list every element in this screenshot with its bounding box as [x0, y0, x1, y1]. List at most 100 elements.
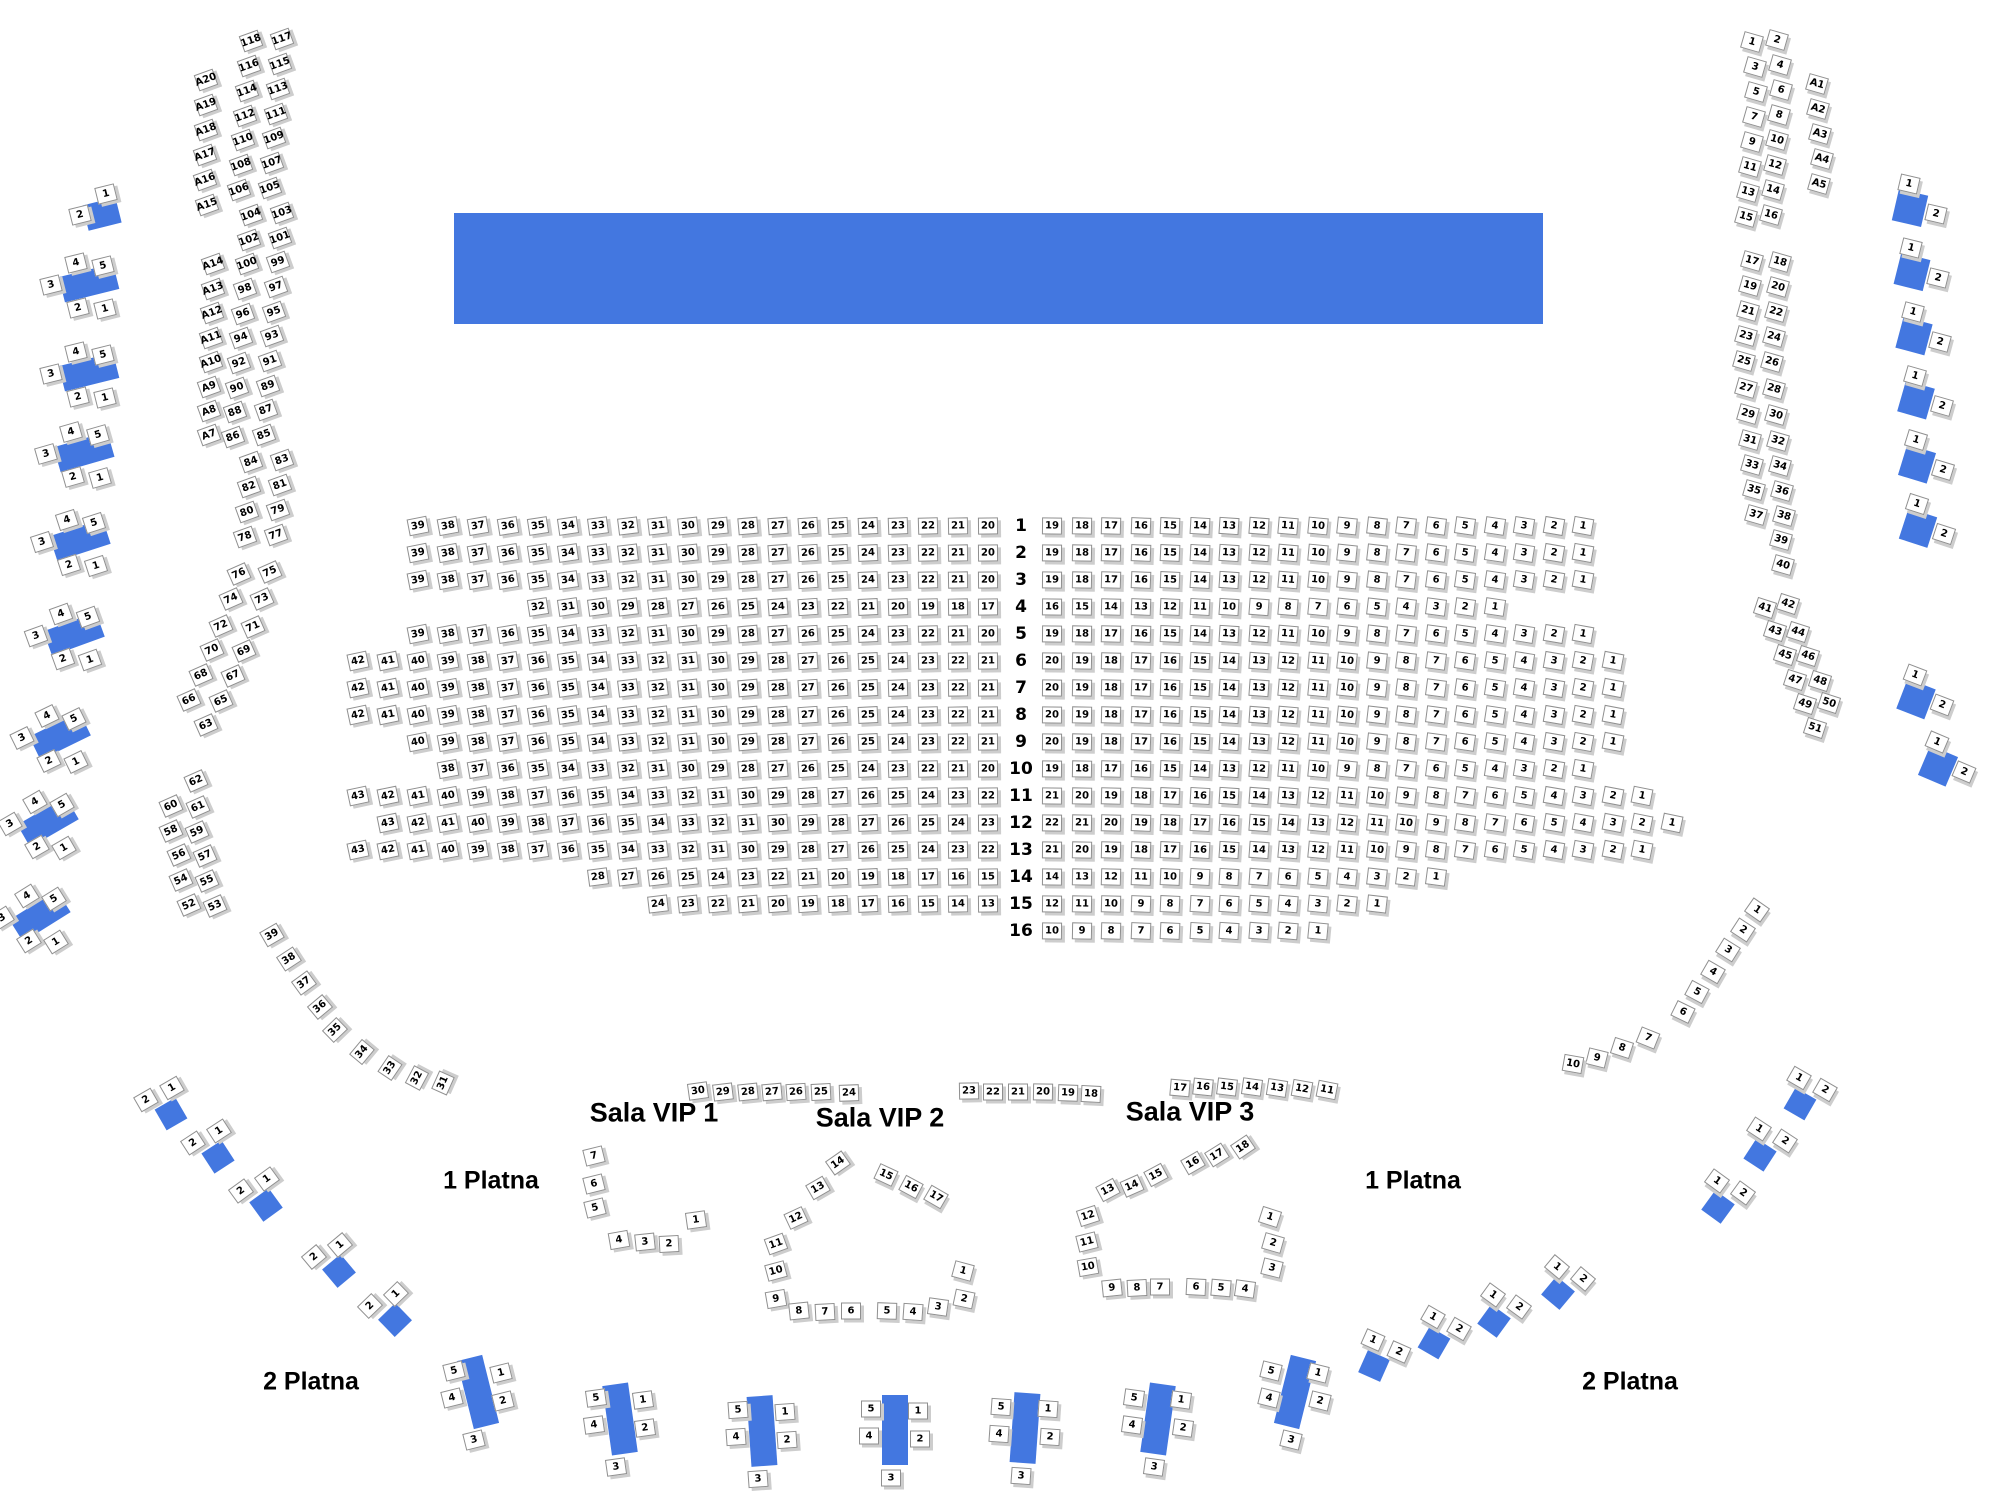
parter-seat-row12[interactable]: 25 [917, 814, 939, 832]
parter-seat-row7[interactable]: 24 [887, 679, 909, 697]
parter-seat-row4[interactable]: 9 [1247, 597, 1270, 617]
parter-seat-row6[interactable]: 37 [496, 650, 520, 672]
parter-seat-row2[interactable]: 33 [586, 543, 610, 563]
bottom-loge[interactable] [746, 1395, 778, 1467]
parter-seat-row13[interactable]: 15 [1218, 840, 1240, 860]
left-lower-seat[interactable]: 62 [183, 769, 209, 793]
parter-seat-row10[interactable]: 35 [526, 759, 550, 779]
balcony-top-arc-seat[interactable]: 14 [1240, 1077, 1264, 1097]
parter-seat-row8[interactable]: 10 [1336, 705, 1358, 725]
parter-seat-row12[interactable]: 7 [1483, 813, 1506, 833]
parter-seat-row7[interactable]: 38 [466, 677, 490, 699]
parter-seat-row10[interactable]: 20 [977, 760, 999, 778]
parter-seat-row13[interactable]: 7 [1453, 840, 1477, 860]
sala-vip-3-seats-seat[interactable]: 6 [1185, 1277, 1207, 1297]
left-box-seat[interactable]: 3 [34, 443, 58, 465]
parter-seat-row11[interactable]: 41 [406, 785, 430, 807]
parter-seat-row6[interactable]: 36 [526, 651, 550, 671]
parter-seat-row1[interactable]: 2 [1542, 515, 1565, 537]
parter-seat-row5[interactable]: 9 [1336, 624, 1358, 644]
parter-seat-row11[interactable]: 3 [1571, 785, 1595, 807]
sala-vip-1-seats-seat[interactable]: 2 [658, 1234, 680, 1254]
parter-seat-row9[interactable]: 12 [1277, 732, 1299, 752]
parter-seat-row14[interactable]: 16 [947, 868, 969, 886]
parter-seat-row2[interactable]: 18 [1071, 544, 1092, 562]
parter-seat-row3[interactable]: 1 [1571, 569, 1595, 591]
parter-seat-row2[interactable]: 29 [707, 543, 729, 563]
parter-seat-row12[interactable]: 28 [827, 813, 849, 833]
curve-pair-right-marker[interactable] [1541, 1276, 1575, 1310]
parter-seat-row11[interactable]: 29 [767, 786, 789, 806]
right-top-pairs-seat[interactable]: 5 [1744, 81, 1768, 103]
parter-seat-row6[interactable]: 3 [1542, 650, 1565, 672]
bottom-loge-seat[interactable]: 5 [990, 1397, 1012, 1417]
sala-vip-2-seats-seat[interactable]: 17 [923, 1184, 949, 1210]
parter-seat-row15[interactable]: 9 [1130, 895, 1151, 913]
right-mid-column-seat[interactable]: 33 [1740, 454, 1764, 476]
left-lower-seat[interactable]: 58 [158, 819, 184, 843]
parter-seat-row11[interactable]: 20 [1071, 787, 1092, 805]
parter-seat-row11[interactable]: 35 [586, 786, 610, 806]
parter-seat-row5[interactable]: 21 [947, 625, 969, 643]
parter-seat-row9[interactable]: 15 [1189, 732, 1210, 752]
parter-seat-row13[interactable]: 41 [406, 839, 430, 861]
balcony-top-arc-seat[interactable]: 29 [712, 1082, 734, 1102]
bottom-loge-seat[interactable]: 4 [1120, 1415, 1144, 1435]
right-mid-column-seat[interactable]: 22 [1764, 301, 1788, 323]
left-curve-seat[interactable]: 65 [208, 689, 234, 713]
balcony-top-arc-seat[interactable]: 22 [983, 1083, 1003, 1101]
parter-seat-row2[interactable]: 25 [827, 543, 849, 563]
left-box-seat[interactable]: 2 [66, 386, 90, 408]
parter-seat-row11[interactable]: 39 [466, 785, 490, 807]
parter-seat-row7[interactable]: 42 [346, 677, 370, 699]
sala-vip-2-seats-seat[interactable]: 6 [841, 1302, 861, 1320]
right-lower-column-seat[interactable]: 43 [1762, 619, 1788, 643]
parter-seat-row12[interactable]: 30 [767, 813, 789, 833]
parter-seat-row14[interactable]: 13 [1071, 868, 1092, 886]
left-lower-seat[interactable]: 57 [192, 844, 218, 868]
left-arc-seat[interactable]: 38 [275, 946, 303, 972]
parter-seat-row7[interactable]: 5 [1483, 678, 1506, 698]
parter-seat-row4[interactable]: 25 [737, 597, 759, 617]
parter-seat-row7[interactable]: 6 [1453, 678, 1477, 698]
parter-seat-row12[interactable]: 19 [1130, 814, 1151, 832]
curve-pair-right-seat[interactable]: 1 [1479, 1282, 1507, 1308]
right-lower-column-seat[interactable]: 46 [1795, 644, 1821, 668]
left-a-column-seat[interactable]: A16 [192, 168, 218, 192]
parter-seat-row13[interactable]: 21 [1041, 841, 1063, 859]
parter-seat-row15[interactable]: 12 [1041, 895, 1063, 913]
left-number-column-even-seat[interactable]: 88 [222, 400, 248, 424]
parter-seat-row7[interactable]: 13 [1247, 678, 1270, 698]
sala-vip-2-seats-seat[interactable]: 8 [788, 1301, 810, 1321]
parter-seat-row11[interactable]: 31 [707, 786, 729, 806]
left-a-column-seat[interactable]: A12 [199, 301, 225, 325]
bottom-loge-seat[interactable]: 1 [908, 1402, 928, 1420]
parter-seat-row2[interactable]: 13 [1218, 543, 1240, 563]
parter-seat-row6[interactable]: 11 [1306, 651, 1329, 671]
parter-seat-row4[interactable]: 7 [1306, 597, 1329, 617]
parter-seat-row8[interactable]: 5 [1483, 705, 1506, 725]
parter-seat-row7[interactable]: 26 [827, 678, 849, 698]
left-curve-seat[interactable]: 68 [188, 663, 214, 687]
parter-seat-row9[interactable]: 10 [1336, 732, 1358, 752]
parter-seat-row3[interactable]: 15 [1159, 571, 1181, 589]
parter-seat-row13[interactable]: 27 [827, 840, 849, 860]
parter-seat-row7[interactable]: 21 [977, 679, 999, 697]
parter-seat-row10[interactable]: 1 [1571, 758, 1595, 780]
parter-seat-row6[interactable]: 39 [436, 650, 460, 672]
parter-seat-row10[interactable]: 37 [466, 758, 490, 780]
parter-seat-row1[interactable]: 11 [1277, 516, 1299, 536]
left-box-seat[interactable]: 1 [93, 387, 117, 409]
parter-seat-row9[interactable]: 29 [737, 732, 759, 752]
parter-seat-row7[interactable]: 3 [1542, 677, 1565, 699]
left-a-column-seat[interactable]: A20 [193, 68, 219, 92]
left-number-column-even-seat[interactable]: 86 [220, 425, 246, 449]
balcony-top-arc-seat[interactable]: 24 [838, 1084, 860, 1102]
left-number-column-even-seat[interactable]: 118 [238, 29, 264, 53]
balcony-top-arc-seat[interactable]: 19 [1057, 1084, 1079, 1102]
right-lower-column-seat[interactable]: 42 [1775, 592, 1801, 616]
parter-seat-row6[interactable]: 12 [1277, 651, 1299, 671]
parter-seat-row1[interactable]: 28 [737, 516, 759, 536]
sala-vip-2-seats-seat[interactable]: 16 [898, 1174, 924, 1200]
right-top-pairs-seat[interactable]: 2 [1765, 29, 1789, 51]
